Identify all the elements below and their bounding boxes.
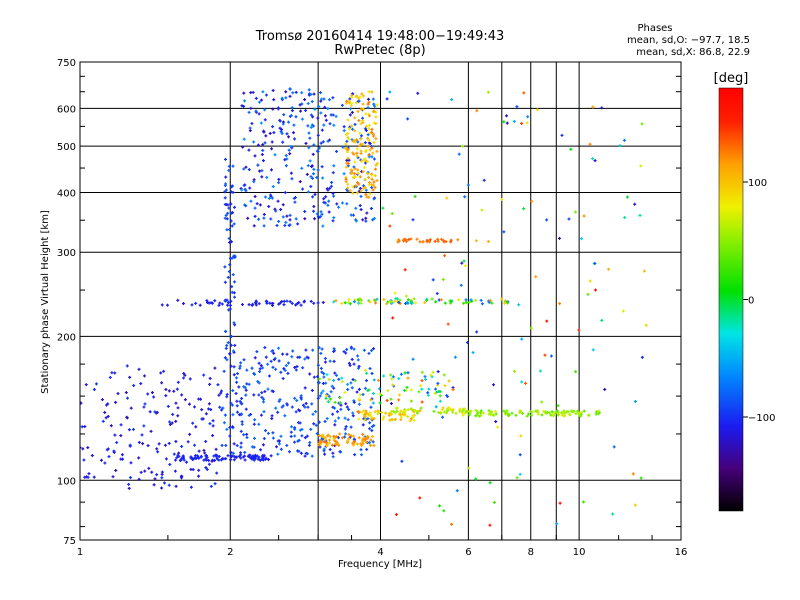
data-group (460, 408, 602, 418)
x-tick-label: 2 (227, 547, 233, 558)
chart-subtitle: RwPretec (8p) (334, 43, 425, 58)
data-group (332, 297, 510, 306)
grid (80, 62, 681, 540)
y-tick-label: 400 (57, 188, 76, 199)
data-group (381, 90, 648, 527)
stats-heading: Phases (637, 23, 672, 34)
x-ticks: 1 2 4 6 8 10 16 (77, 535, 688, 558)
y-tick-label: 500 (57, 142, 76, 153)
data-group (80, 364, 221, 490)
plot-frame (79, 61, 682, 541)
x-tick-label: 6 (465, 547, 471, 558)
plot-area: 1 2 4 6 8 10 16 75 100 200 300 400 500 600 750 (57, 58, 687, 558)
data-group (218, 345, 376, 459)
colorbar: [deg] 100 0 −100 (714, 71, 775, 512)
data-group (239, 87, 377, 228)
data-group (343, 90, 379, 199)
y-tick-label: 300 (57, 248, 76, 259)
chart-title: Tromsø 20160414 19:48:00−19:49:43 (255, 29, 505, 44)
y-tick-label: 750 (57, 58, 76, 69)
y-tick-label: 75 (63, 536, 76, 547)
y-tick-label: 600 (57, 104, 76, 115)
y-tick-label: 100 (57, 476, 76, 487)
data-group (318, 368, 451, 405)
y-tick-label: 200 (57, 332, 76, 343)
x-tick-label: 16 (675, 547, 688, 558)
y-ticks: 75 100 200 300 400 500 600 750 (57, 58, 681, 547)
x-axis-label: Frequency [MHz] (338, 559, 422, 570)
x-tick-label: 4 (377, 547, 383, 558)
colorbar-label: [deg] (714, 71, 749, 86)
colorbar-tick-label: 0 (748, 296, 754, 307)
data-group (173, 453, 270, 462)
data-group (392, 406, 468, 415)
colorbar-tick-label: 100 (748, 178, 767, 189)
y-axis-label: Stationary phase Virtual Height [km] (40, 210, 51, 394)
data-points (80, 87, 648, 527)
data-group (396, 237, 460, 244)
stats-line-x: mean, sd,X: 86.8, 22.9 (636, 47, 750, 58)
data-group (317, 432, 376, 448)
colorbar-tick-label: −100 (748, 413, 775, 424)
data-group (356, 409, 422, 423)
colorbar-ticks: 100 0 −100 (743, 178, 775, 424)
x-tick-label: 8 (528, 547, 534, 558)
data-group (160, 298, 325, 307)
stats-line-o: mean, sd,O: −97.7, 18.5 (627, 35, 750, 46)
data-group (223, 157, 237, 356)
colorbar-gradient (718, 87, 744, 512)
x-tick-label: 1 (77, 547, 83, 558)
x-tick-label: 10 (573, 547, 586, 558)
